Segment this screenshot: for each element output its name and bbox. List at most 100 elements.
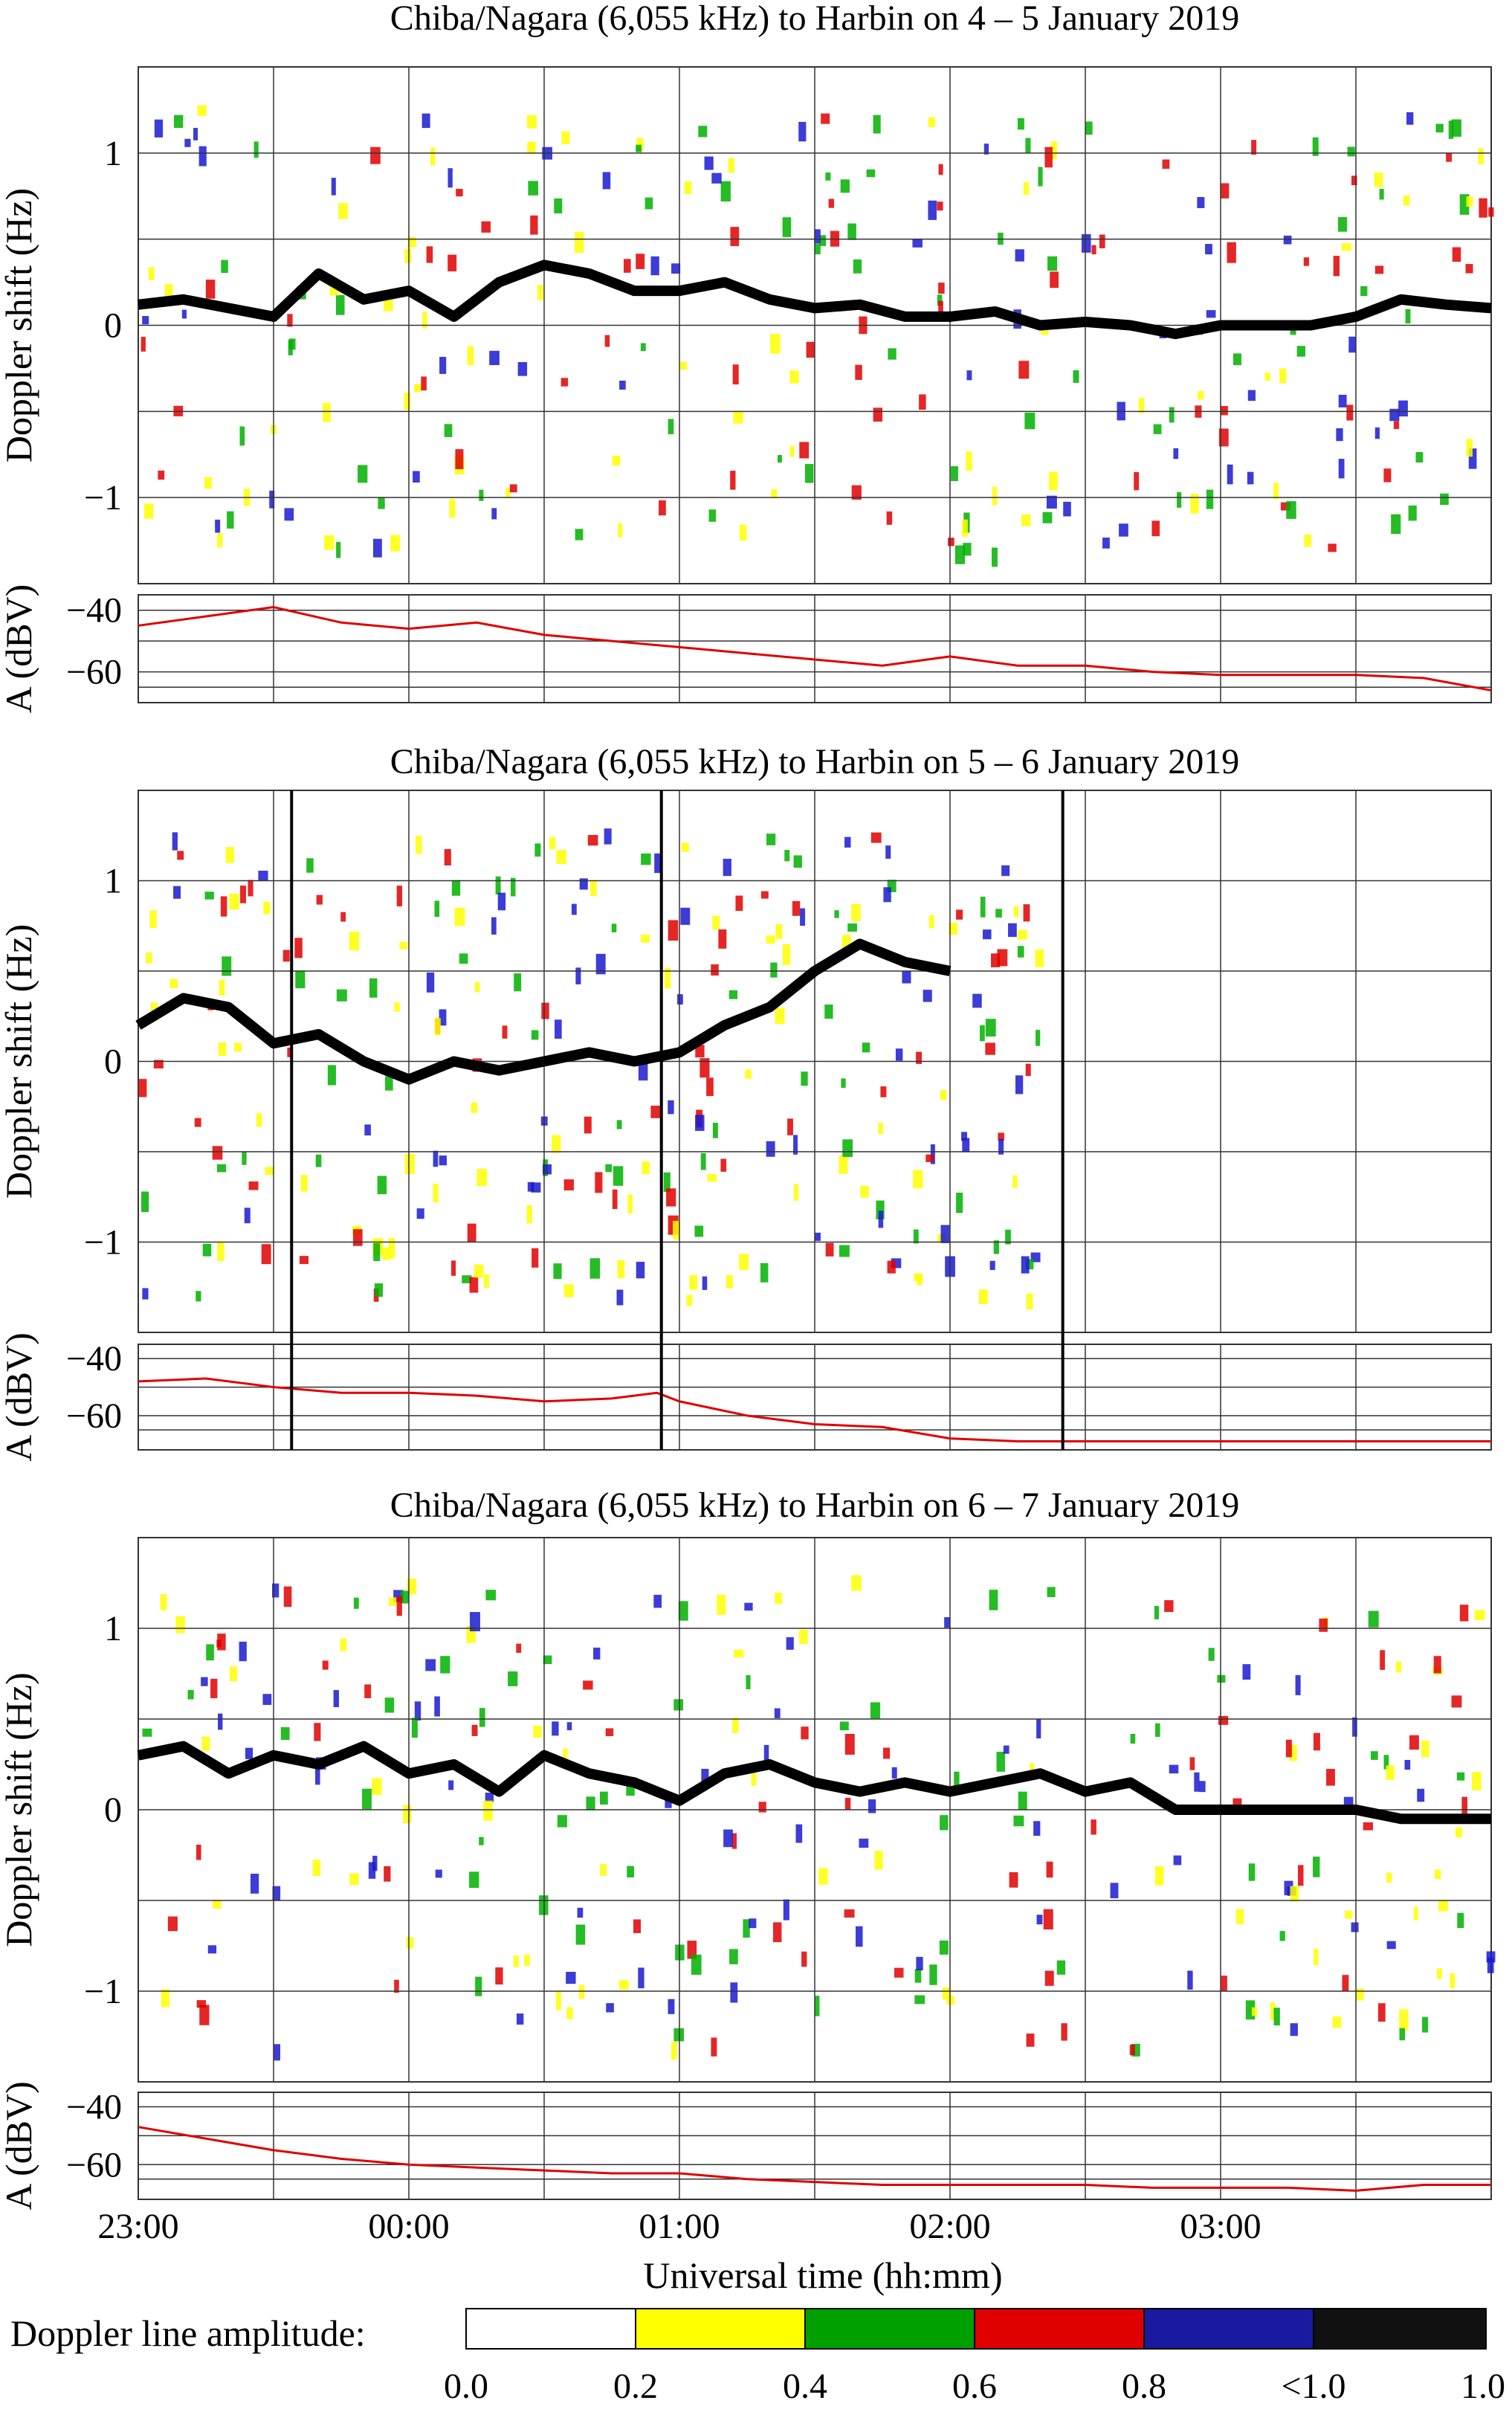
- doppler-speckle: [770, 333, 781, 354]
- doppler-speckle: [485, 1590, 497, 1601]
- doppler-speckle: [394, 1979, 399, 1993]
- doppler-speckle: [694, 1225, 704, 1237]
- doppler-speckle: [335, 294, 345, 315]
- doppler-speckle: [1091, 245, 1096, 255]
- doppler-speckle: [1198, 390, 1204, 400]
- doppler-speckle: [1468, 448, 1477, 469]
- doppler-speckle: [1017, 117, 1024, 130]
- doppler-speckle: [1130, 1733, 1136, 1744]
- doppler-speckle: [844, 1909, 855, 1918]
- doppler-speckle: [153, 1060, 164, 1068]
- doppler-speckle: [638, 1062, 648, 1081]
- doppler-speckle: [963, 543, 972, 556]
- doppler-speckle: [312, 1860, 321, 1877]
- doppler-speckle: [323, 402, 331, 422]
- doppler-speckle: [800, 908, 806, 926]
- doppler-speckle: [1154, 1605, 1160, 1619]
- colorbar-swatch-1: [635, 2308, 806, 2350]
- doppler-speckle: [640, 343, 646, 352]
- doppler-speckle: [771, 488, 778, 498]
- doppler-speckle: [1461, 1796, 1467, 1817]
- doppler-speckle: [1047, 256, 1058, 271]
- doppler-speckle: [1154, 1723, 1160, 1737]
- doppler-speckle: [532, 1248, 539, 1268]
- doppler-speckle: [1304, 534, 1311, 547]
- doppler-speckle: [702, 1276, 708, 1290]
- doppler-speckle: [316, 894, 323, 905]
- doppler-speckle: [552, 1721, 559, 1736]
- doppler-speckle: [1386, 1872, 1392, 1883]
- doppler-speckle: [1487, 1957, 1494, 1973]
- doppler-speckle: [1242, 1664, 1251, 1680]
- doppler-speckle: [1313, 1732, 1320, 1751]
- doppler-speckle: [333, 1690, 339, 1708]
- doppler-speckle: [839, 1245, 850, 1257]
- doppler-speckle: [1435, 123, 1444, 133]
- y-axis-label: Doppler shift (Hz): [0, 188, 39, 462]
- doppler-speckle: [834, 910, 839, 918]
- doppler-speckle: [1251, 140, 1257, 155]
- doppler-speckle: [467, 1223, 476, 1242]
- doppler-speckle: [250, 1874, 259, 1894]
- doppler-speckle: [1290, 1886, 1299, 1902]
- doppler-speckle: [786, 1637, 794, 1650]
- doppler-speckle: [673, 1220, 680, 1239]
- doppler-speckle: [998, 1132, 1004, 1141]
- doppler-speckle: [315, 1154, 322, 1167]
- doppler-speckle: [175, 1616, 185, 1634]
- doppler-speckle: [1290, 2023, 1298, 2037]
- amp-y-tick-label: −40: [66, 1339, 122, 1378]
- doppler-speckle: [384, 1866, 391, 1882]
- doppler-speckle: [787, 1118, 793, 1135]
- doppler-speckle: [930, 1144, 935, 1164]
- doppler-speckle: [388, 1237, 395, 1259]
- doppler-speckle: [1205, 244, 1212, 255]
- amp-y-tick-label: −40: [66, 2087, 122, 2126]
- doppler-speckle: [731, 1833, 737, 1849]
- doppler-speckle: [844, 1797, 851, 1810]
- doppler-speckle: [1025, 1063, 1031, 1077]
- doppler-speckle: [954, 1771, 960, 1792]
- doppler-speckle: [1273, 483, 1279, 500]
- doppler-speckle: [426, 246, 433, 263]
- doppler-speckle: [671, 263, 681, 274]
- doppler-speckle: [1232, 353, 1241, 366]
- doppler-speckle: [985, 1042, 995, 1055]
- doppler-speckle: [1227, 242, 1236, 263]
- doppler-speckle: [1279, 1931, 1285, 1941]
- doppler-speckle: [814, 1232, 821, 1241]
- doppler-speckle: [364, 1124, 371, 1136]
- doppler-speckle: [912, 239, 923, 248]
- doppler-speckle: [695, 1115, 705, 1132]
- doppler-speckle: [733, 412, 743, 424]
- colorbar-tick-0: 0.0: [444, 2367, 488, 2406]
- doppler-speckle: [1370, 1751, 1378, 1760]
- doppler-speckle: [983, 929, 992, 940]
- doppler-speckle: [274, 2044, 281, 2061]
- doppler-speckle: [422, 312, 427, 329]
- doppler-speckle: [798, 121, 807, 142]
- doppler-speckle: [623, 259, 631, 273]
- doppler-speckle: [874, 1851, 883, 1870]
- doppler-speckle: [749, 1918, 757, 1929]
- doppler-speckle: [636, 1262, 645, 1279]
- doppler-speckle: [606, 2003, 614, 2013]
- doppler-speckle: [462, 1275, 472, 1283]
- doppler-speckle: [825, 1242, 834, 1257]
- doppler-speckle: [763, 1744, 769, 1765]
- doppler-speckle: [199, 2005, 210, 2025]
- doppler-speckle: [201, 1736, 210, 1751]
- doppler-speckle: [196, 2000, 207, 2008]
- doppler-speckle: [262, 1694, 272, 1706]
- doppler-speckle: [394, 1002, 400, 1012]
- doppler-speckle: [638, 1967, 644, 1989]
- doppler-speckle: [1474, 1610, 1485, 1621]
- doppler-speckle: [1348, 336, 1356, 353]
- doppler-speckle: [201, 1677, 208, 1686]
- doppler-speckle: [1056, 1960, 1066, 1975]
- doppler-speckle: [1018, 361, 1030, 379]
- doppler-speckle: [484, 1274, 490, 1289]
- doppler-speckle: [495, 876, 501, 895]
- doppler-speckle: [526, 115, 537, 129]
- doppler-speckle: [142, 315, 149, 325]
